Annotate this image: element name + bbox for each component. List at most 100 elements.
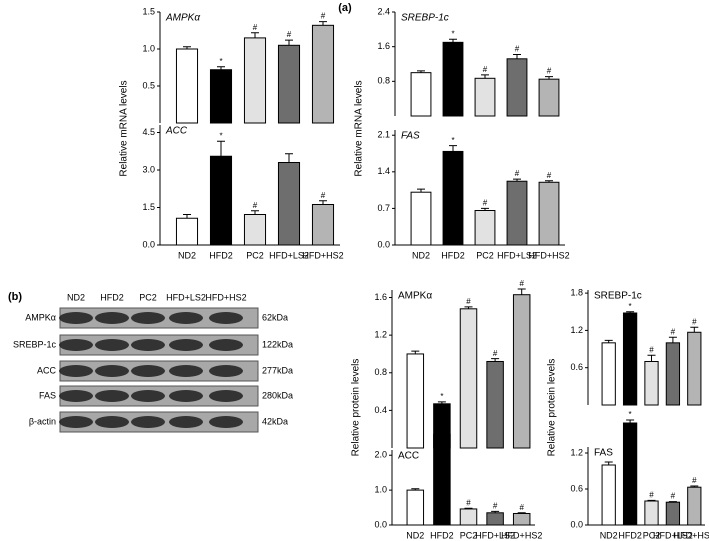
error-bar — [217, 140, 225, 157]
blot-band — [95, 365, 129, 377]
size-label: 42kDa — [262, 416, 288, 426]
bar — [512, 512, 531, 526]
y-axis-label: Relative mRNA levels — [354, 80, 365, 176]
bar — [406, 489, 425, 526]
x-tick-label: HFD2 — [618, 530, 642, 540]
y-tick-label: 1.0 — [374, 484, 387, 494]
significance-mark: # — [515, 169, 520, 178]
x-tick-label: ND2 — [412, 250, 430, 260]
error-bar — [545, 180, 553, 183]
bar — [410, 191, 432, 246]
y-tick-label: 0.7 — [377, 203, 390, 213]
significance-mark: # — [253, 201, 258, 210]
x-tick-label: PC2 — [476, 250, 494, 260]
significance-mark: # — [321, 12, 326, 21]
significance-mark: # — [515, 45, 520, 54]
blot-band — [131, 312, 165, 324]
blot-band — [59, 365, 93, 377]
bar — [622, 422, 638, 526]
bar — [406, 353, 425, 449]
bar — [277, 162, 301, 246]
x-tick-label: HFD+LS2 — [475, 530, 515, 540]
error-bar — [481, 74, 489, 79]
y-tick-label: 0.6 — [570, 362, 583, 372]
y-tick-label: 1.2 — [570, 325, 583, 335]
blot-band — [59, 416, 93, 428]
significance-mark: # — [493, 349, 498, 358]
error-bar — [251, 210, 259, 215]
blot-band — [59, 339, 93, 351]
error-bar — [690, 326, 699, 333]
significance-mark: * — [629, 410, 632, 419]
x-tick-label: PC2 — [460, 530, 478, 540]
size-label: 277kDa — [262, 365, 293, 375]
bar — [486, 512, 504, 526]
y-tick-label: 0.0 — [570, 519, 583, 529]
x-tick-label: HFD2 — [441, 250, 465, 260]
error-bar — [449, 145, 457, 152]
y-axis-label: Relative mRNA levels — [119, 80, 130, 176]
significance-mark: # — [321, 191, 326, 200]
x-tick-label: ND2 — [178, 250, 196, 260]
significance-mark: # — [547, 67, 552, 76]
bar — [175, 217, 199, 246]
bar — [538, 78, 560, 117]
error-bar — [513, 178, 521, 182]
bar — [311, 204, 335, 246]
x-tick-label: HFD+HS2 — [528, 250, 569, 260]
panel-label: (b) — [8, 291, 22, 303]
y-tick-label: 2.0 — [374, 450, 387, 460]
significance-mark: # — [519, 503, 524, 512]
error-bar — [437, 401, 446, 404]
x-tick-label: HFD+LS2 — [653, 530, 693, 540]
bar — [277, 44, 301, 124]
error-bar — [517, 512, 526, 514]
blot-band — [59, 312, 93, 324]
bar — [243, 37, 267, 124]
bar — [512, 294, 531, 449]
x-tick-label: HFD+HS2 — [302, 250, 343, 260]
error-bar — [604, 461, 613, 465]
lane-label: ND2 — [67, 292, 85, 302]
chart-title: AMPKα — [398, 291, 432, 302]
chart-title: SREBP-1c — [594, 291, 642, 302]
bar — [459, 308, 478, 449]
significance-mark: # — [483, 65, 488, 74]
significance-mark: # — [466, 498, 471, 507]
size-label: 122kDa — [262, 339, 293, 349]
significance-mark: # — [519, 279, 524, 288]
blot-band — [169, 416, 203, 428]
significance-mark: # — [649, 491, 654, 500]
y-tick-label: 0.4 — [374, 405, 387, 415]
lane-label: HFD+HS2 — [205, 292, 246, 302]
blot-band — [95, 339, 129, 351]
significance-mark: * — [219, 57, 222, 66]
blot-band — [131, 365, 165, 377]
error-bar — [626, 419, 635, 423]
y-tick-label: 1.5 — [142, 6, 155, 16]
chart-title: FAS — [401, 131, 420, 142]
lane-label: PC2 — [139, 292, 157, 302]
significance-mark: * — [629, 302, 632, 311]
blot-band — [131, 339, 165, 351]
protein-label: AMPKα — [25, 312, 56, 322]
bar — [644, 500, 659, 526]
y-tick-label: 1.8 — [570, 287, 583, 297]
blot-band — [209, 365, 243, 377]
error-bar — [251, 32, 259, 38]
significance-mark: # — [547, 171, 552, 180]
error-bar — [668, 336, 677, 343]
bar — [506, 58, 528, 117]
y-tick-label: 1.6 — [374, 292, 387, 302]
x-tick-label: PC2 — [246, 250, 264, 260]
y-tick-label: 2.4 — [377, 6, 390, 16]
chart-title: ACC — [165, 126, 188, 137]
y-axis-label: Relative protein levels — [547, 359, 558, 457]
significance-mark: # — [287, 30, 292, 39]
bar — [474, 210, 496, 246]
error-bar — [183, 214, 191, 219]
x-tick-label: ND2 — [600, 530, 618, 540]
bar — [538, 181, 560, 246]
bar — [433, 433, 451, 526]
